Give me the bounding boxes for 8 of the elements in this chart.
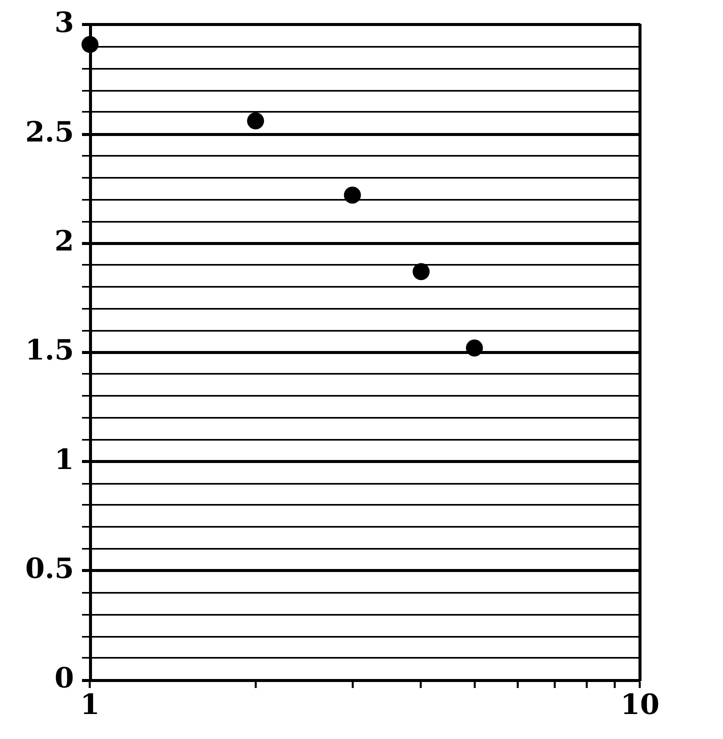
y-tick-label: 0.5 <box>25 552 74 586</box>
y-tick-label: 1.5 <box>25 334 74 367</box>
y-tick-label: 3 <box>54 6 74 40</box>
y-tick-label: 1 <box>54 442 74 476</box>
y-tick-label: 2 <box>54 224 74 258</box>
y-tick-label: 0 <box>54 661 74 694</box>
y-tick-label: 2.5 <box>25 115 74 148</box>
x-tick-label: 10 <box>620 688 660 722</box>
